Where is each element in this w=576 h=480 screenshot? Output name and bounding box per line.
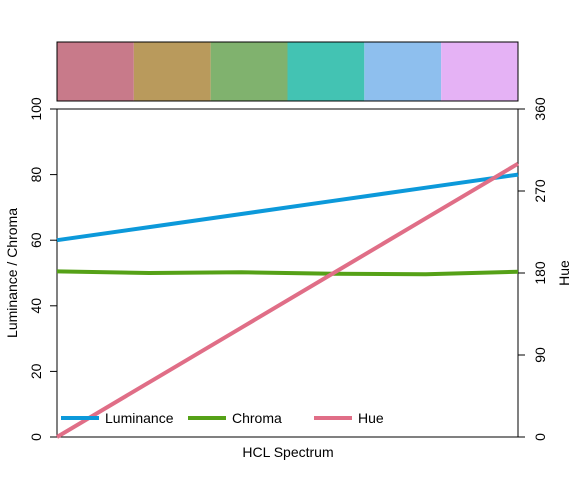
- series-lines: [55, 161, 520, 439]
- left-y-axis-label: Luminance / Chroma: [4, 208, 20, 338]
- color-swatch: [287, 42, 365, 101]
- series-line-luminance: [56, 172, 519, 243]
- left-tick-label: 20: [28, 363, 44, 379]
- color-swatch: [364, 42, 442, 101]
- right-tick-label: 180: [532, 261, 548, 285]
- series-line-chroma: [56, 269, 519, 277]
- right-tick-label: 270: [532, 179, 548, 203]
- left-tick-label: 40: [28, 298, 44, 314]
- right-tick-label: 90: [532, 347, 548, 363]
- legend: Luminance Chroma Hue: [61, 410, 384, 426]
- right-y-axis-label: Hue: [556, 260, 572, 286]
- color-swatch: [133, 42, 211, 101]
- x-axis-label: HCL Spectrum: [242, 444, 333, 460]
- legend-label: Chroma: [232, 410, 282, 426]
- legend-label: Hue: [358, 410, 384, 426]
- legend-label: Luminance: [105, 410, 174, 426]
- series-line-hue: [55, 161, 520, 439]
- right-tick-label: 360: [532, 97, 548, 121]
- left-tick-label: 0: [28, 433, 44, 441]
- color-swatch: [210, 42, 288, 101]
- left-tick-label: 80: [28, 167, 44, 183]
- swatch-border: [56, 41, 519, 102]
- color-swatch-strip: [56, 41, 519, 102]
- color-swatch: [57, 42, 134, 101]
- color-swatch: [441, 42, 518, 101]
- left-tick-label: 60: [28, 232, 44, 248]
- right-y-axis: 0 90 180 270 360: [518, 97, 548, 441]
- left-tick-label: 100: [28, 97, 44, 121]
- right-tick-label: 0: [532, 433, 548, 441]
- left-y-axis: 0 20 40 60 80 100: [28, 97, 57, 441]
